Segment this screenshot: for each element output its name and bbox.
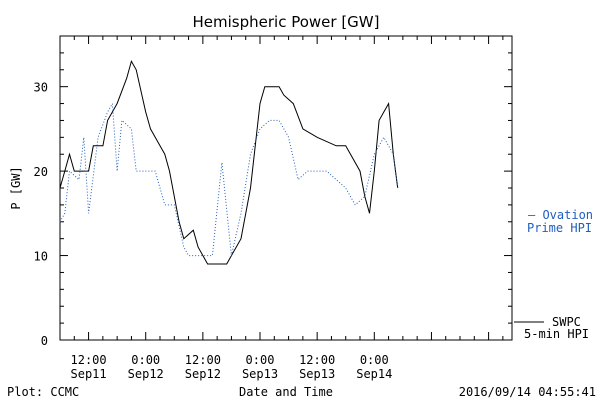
y-tick-label: 30 bbox=[34, 81, 48, 95]
y-axis: 0 10 20 30 bbox=[34, 35, 512, 348]
x-tick-date-label: Sep13 bbox=[242, 367, 278, 381]
x-tick-date-label: Sep13 bbox=[299, 367, 335, 381]
plot-frame bbox=[59, 35, 513, 341]
footer-timestamp: 2016/09/14 04:55:41 bbox=[459, 385, 596, 399]
swpc-series-line bbox=[59, 60, 399, 265]
x-tick-time-label: 12:00 bbox=[299, 353, 335, 367]
legend-ovation-line2: Prime HPI bbox=[527, 221, 592, 235]
x-tick-time-label: 0:00 bbox=[360, 353, 389, 367]
legend-swpc-line1: SWPC bbox=[552, 315, 581, 329]
y-tick-label: 0 bbox=[41, 334, 48, 348]
x-axis: 12:00Sep110:00Sep1212:00Sep120:00Sep1312… bbox=[59, 36, 504, 381]
x-tick-time-label: 12:00 bbox=[71, 353, 107, 367]
y-axis-label: P [GW] bbox=[9, 166, 23, 209]
x-tick-date-label: Sep14 bbox=[356, 367, 392, 381]
series-layer bbox=[59, 60, 399, 265]
y-tick-label: 10 bbox=[34, 250, 48, 264]
x-axis-label: Date and Time bbox=[239, 385, 333, 399]
x-tick-time-label: 12:00 bbox=[185, 353, 221, 367]
x-tick-date-label: Sep12 bbox=[185, 367, 221, 381]
legend-ovation-line1: — Ovation bbox=[528, 208, 593, 222]
x-tick-date-label: Sep11 bbox=[71, 367, 107, 381]
x-tick-time-label: 0:00 bbox=[246, 353, 275, 367]
legend-swpc-line2: 5-min HPI bbox=[524, 327, 589, 341]
x-tick-date-label: Sep12 bbox=[128, 367, 164, 381]
ovation-prime-series-line bbox=[59, 101, 399, 257]
x-tick-time-label: 0:00 bbox=[131, 353, 160, 367]
footer-plot-credit: Plot: CCMC bbox=[7, 385, 79, 399]
chart-title: Hemispheric Power [GW] bbox=[193, 13, 380, 31]
y-tick-label: 20 bbox=[34, 165, 48, 179]
